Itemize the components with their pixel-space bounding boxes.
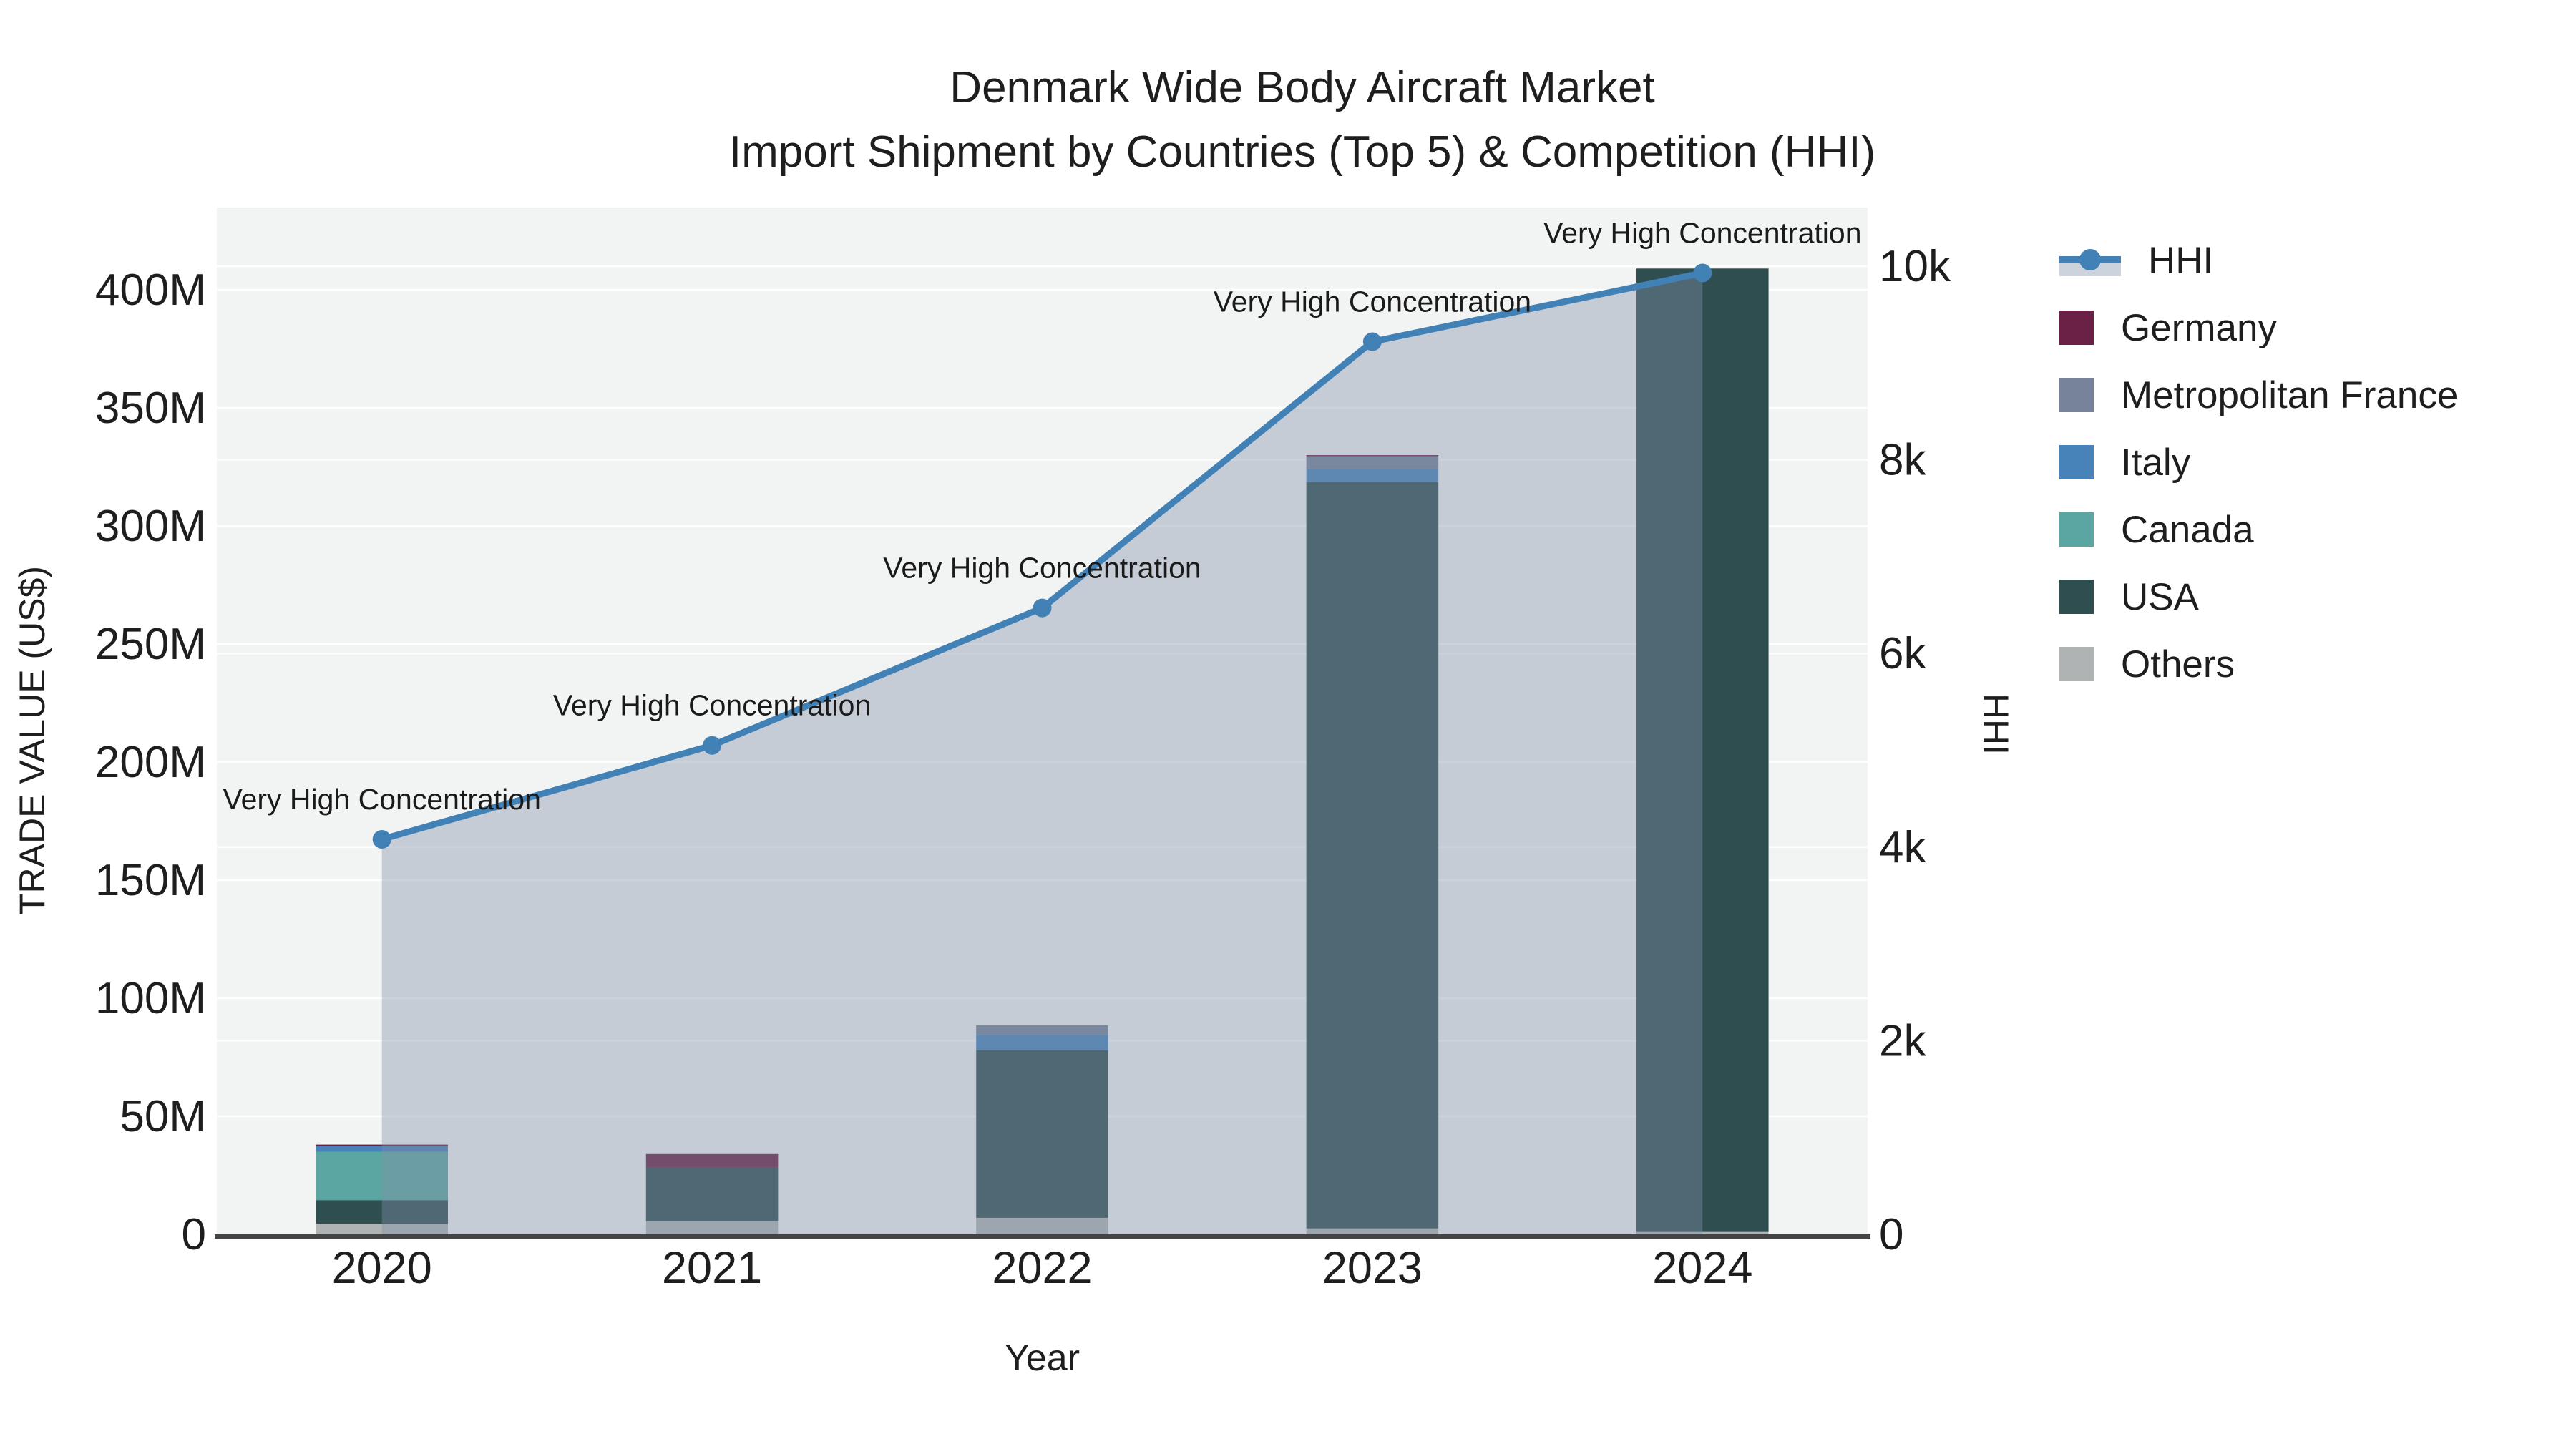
legend-item-usa[interactable]: USA [2059, 563, 2458, 630]
legend-label: Italy [2121, 441, 2191, 484]
bar-segment-italy-2022[interactable] [976, 1035, 1108, 1050]
hhi-point-2021[interactable] [703, 736, 722, 755]
usa-color-swatch [2059, 580, 2094, 614]
right-axis-title: HHI [1976, 693, 2016, 755]
bar-segment-others-2024[interactable] [1636, 1231, 1769, 1234]
left-axis-tick-350M: 350M [95, 384, 206, 433]
x-axis-title: Year [1005, 1337, 1080, 1379]
x-axis-tick-2023[interactable]: 2023 [1322, 1243, 1423, 1293]
chart-title: Denmark Wide Body Aircraft Market Import… [0, 56, 2576, 185]
metropolitan-france-color-swatch [2059, 378, 2094, 412]
left-axis-tick-250M: 250M [95, 620, 206, 669]
legend-label: Canada [2121, 508, 2254, 551]
annotation-very-high-concentration: Very High Concentration [1214, 286, 1531, 318]
bar-segment-others-2021[interactable] [645, 1221, 779, 1234]
annotation-very-high-concentration: Very High Concentration [883, 552, 1201, 585]
right-axis-tick-2k: 2k [1879, 1016, 1926, 1065]
hhi-marker-swatch [2079, 249, 2101, 270]
x-axis-tick-2024[interactable]: 2024 [1652, 1243, 1752, 1293]
bar-segment-usa-2021[interactable] [645, 1166, 779, 1221]
legend: HHI Germany Metropolitan France Italy Ca… [2059, 227, 2458, 698]
x-axis-tick-2021[interactable]: 2021 [662, 1243, 762, 1293]
bar-segment-metropolitan-france-2022[interactable] [976, 1025, 1108, 1035]
bar-segment-germany-2021[interactable] [645, 1153, 779, 1167]
chart-title-line2: Import Shipment by Countries (Top 5) & C… [728, 127, 1876, 177]
right-axis-tick-4k: 4k [1879, 823, 1926, 872]
legend-item-italy[interactable]: Italy [2059, 429, 2458, 496]
hhi-area-fill [381, 273, 1703, 1235]
left-axis-tick-200M: 200M [95, 738, 206, 787]
legend-label: Germany [2121, 306, 2277, 349]
bar-segment-germany-2023[interactable] [1306, 455, 1439, 457]
legend-label: Others [2121, 643, 2235, 686]
bar-segment-canada-2020[interactable] [316, 1151, 448, 1201]
x-axis-tick-2022[interactable]: 2022 [992, 1243, 1092, 1293]
annotation-very-high-concentration: Very High Concentration [223, 783, 540, 816]
right-axis-tick-0: 0 [1879, 1210, 1903, 1259]
legend-item-canada[interactable]: Canada [2059, 496, 2458, 563]
bar-segment-usa-2022[interactable] [976, 1050, 1108, 1218]
legend-item-metropolitan-france[interactable]: Metropolitan France [2059, 361, 2458, 429]
legend-label: USA [2121, 575, 2199, 618]
right-axis-tick-6k: 6k [1879, 629, 1926, 678]
bar-segment-italy-2020[interactable] [316, 1146, 448, 1152]
hhi-point-2023[interactable] [1362, 332, 1382, 351]
bar-segment-germany-2020[interactable] [316, 1144, 448, 1146]
annotation-very-high-concentration: Very High Concentration [553, 689, 871, 722]
right-axis-tick-8k: 8k [1879, 436, 1926, 485]
x-axis-tick-2020[interactable]: 2020 [332, 1243, 432, 1293]
germany-color-swatch [2059, 311, 2094, 345]
legend-label: HHI [2148, 239, 2214, 282]
hhi-point-2024[interactable] [1693, 263, 1712, 283]
left-axis-tick-0: 0 [182, 1210, 206, 1259]
bar-segment-italy-2023[interactable] [1306, 469, 1439, 482]
hhi-point-2022[interactable] [1033, 598, 1052, 618]
legend-item-hhi[interactable]: HHI [2059, 227, 2458, 294]
left-axis-tick-150M: 150M [95, 856, 206, 905]
left-axis-tick-300M: 300M [95, 502, 206, 551]
canada-color-swatch [2059, 512, 2094, 547]
left-axis-tick-400M: 400M [95, 265, 206, 315]
annotation-very-high-concentration: Very High Concentration [1543, 216, 1861, 249]
legend-label: Metropolitan France [2121, 374, 2459, 416]
others-color-swatch [2059, 647, 2094, 681]
right-axis-tick-10k: 10k [1879, 242, 1951, 291]
hhi-point-2020[interactable] [372, 829, 391, 849]
chart-title-line1: Denmark Wide Body Aircraft Market [950, 63, 1655, 112]
hhi-legend-symbol [2059, 243, 2121, 278]
bar-segment-usa-2023[interactable] [1306, 482, 1439, 1229]
legend-item-germany[interactable]: Germany [2059, 294, 2458, 361]
bar-segment-usa-2020[interactable] [316, 1200, 448, 1224]
bar-segment-usa-2024[interactable] [1636, 268, 1769, 1232]
italy-color-swatch [2059, 445, 2094, 479]
left-axis-tick-50M: 50M [119, 1092, 206, 1141]
bar-segment-others-2020[interactable] [316, 1224, 448, 1234]
legend-item-others[interactable]: Others [2059, 630, 2458, 698]
bar-segment-metropolitan-france-2023[interactable] [1306, 456, 1439, 469]
bar-segment-others-2023[interactable] [1306, 1228, 1439, 1234]
bar-segment-others-2022[interactable] [976, 1217, 1108, 1234]
left-axis-title: TRADE VALUE (US$) [12, 566, 52, 915]
left-axis-tick-100M: 100M [95, 974, 206, 1023]
